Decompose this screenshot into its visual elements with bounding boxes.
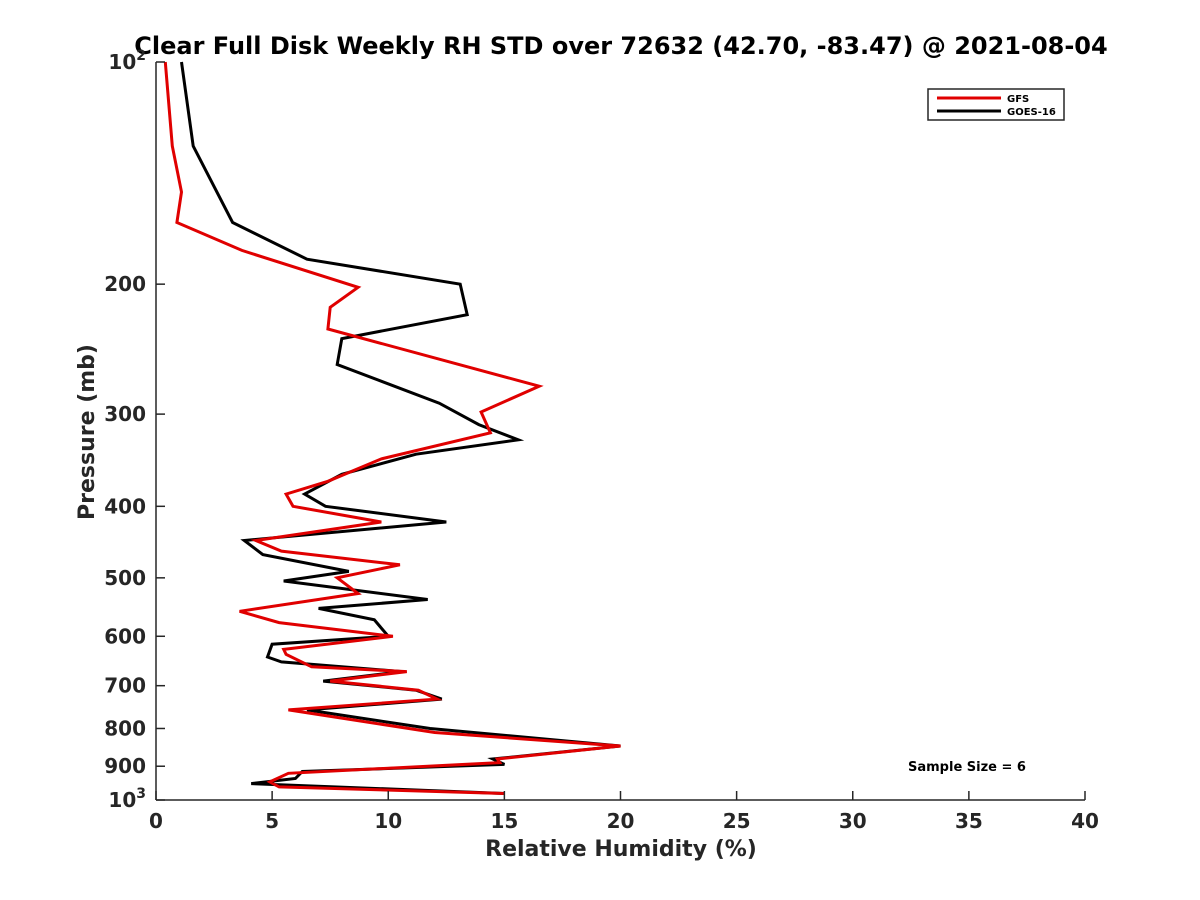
legend-label: GOES-16: [1007, 107, 1056, 118]
x-tick-label: 0: [149, 809, 163, 833]
y-tick-label: 700: [104, 674, 146, 698]
y-axis-label: Pressure (mb): [75, 344, 100, 520]
y-tick-label: 900: [104, 754, 146, 778]
series-line-1: [180, 61, 621, 795]
x-tick-label: 5: [265, 809, 279, 833]
x-tick-label: 30: [839, 809, 867, 833]
y-tick-label: 800: [104, 716, 146, 740]
x-tick-label: 15: [490, 809, 518, 833]
y-tick-label: 500: [104, 566, 146, 590]
x-tick-label: 10: [374, 809, 402, 833]
legend-box: [927, 88, 1065, 121]
plot-area: [163, 61, 621, 795]
axes: [155, 62, 1085, 801]
tick-group: 0 5 10 15 20 25 30 35 40 102 200 300 400 500 600 700 800…: [104, 48, 1099, 833]
y-tick-label: 300: [104, 402, 146, 426]
sample-size-annotation: Sample Size = 6: [908, 760, 1026, 775]
x-tick-label: 35: [955, 809, 983, 833]
chart-title: Clear Full Disk Weekly RH STD over 72632…: [134, 32, 1107, 60]
legend-label: GFS: [1007, 94, 1029, 105]
y-tick-label: 102: [108, 48, 146, 74]
x-tick-label: 20: [607, 809, 635, 833]
x-axis-label: Relative Humidity (%): [485, 837, 757, 862]
y-tick-label: 200: [104, 272, 146, 296]
legend: GFS GOES-16: [927, 88, 1065, 121]
y-tick-label: 400: [104, 494, 146, 518]
y-tick-label: 600: [104, 624, 146, 648]
y-tick-label: 103: [108, 786, 146, 812]
x-tick-label: 40: [1071, 809, 1099, 833]
series-line-0: [163, 61, 621, 795]
x-tick-label: 25: [723, 809, 751, 833]
